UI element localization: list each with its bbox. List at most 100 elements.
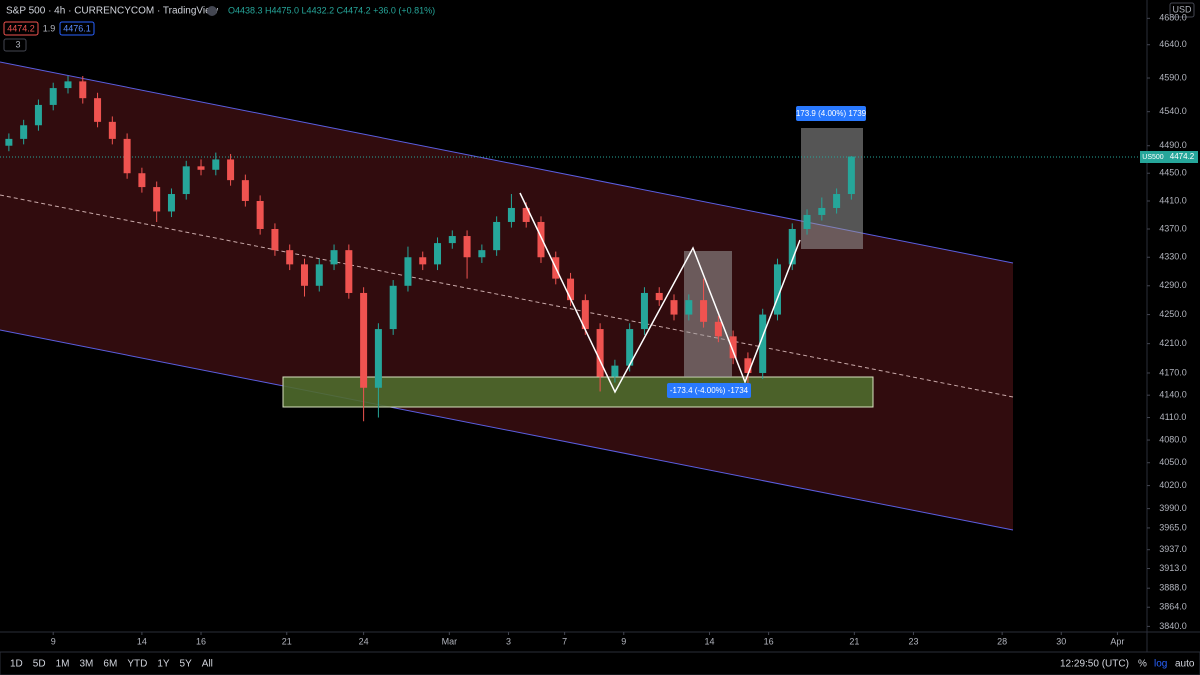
- candle-body: [493, 221, 501, 251]
- candle-body: [847, 156, 855, 195]
- y-tick-label: 3840.0: [1159, 621, 1187, 631]
- candle-body: [49, 88, 57, 105]
- x-tick-label: 23: [908, 636, 918, 646]
- percent-toggle[interactable]: %: [1138, 659, 1147, 670]
- candle-body: [34, 104, 42, 126]
- candle-body: [818, 207, 826, 215]
- candle-body: [271, 228, 279, 251]
- y-tick-label: 4640.0: [1159, 39, 1187, 49]
- range-button[interactable]: 1D: [10, 659, 23, 670]
- candle-body: [714, 321, 722, 337]
- candle-body: [138, 173, 146, 188]
- ohlc: O4438.3 H4475.0 L4432.2 C4474.2 +36.0 (+…: [228, 5, 435, 15]
- y-tick-label: 4410.0: [1159, 195, 1187, 205]
- candle-body: [581, 300, 589, 330]
- y-tick-label: 3990.0: [1159, 503, 1187, 513]
- candle-body: [227, 159, 235, 181]
- support-zone: [282, 376, 874, 408]
- bid-box[interactable]: [3, 21, 39, 36]
- currency-box[interactable]: [1169, 2, 1195, 18]
- log-toggle[interactable]: log: [1154, 659, 1167, 670]
- candle-body: [537, 221, 545, 258]
- x-tick-label: 30: [1056, 636, 1066, 646]
- y-tick-label: 4450.0: [1159, 168, 1187, 178]
- candle-body: [197, 166, 205, 170]
- candle-body: [182, 166, 190, 195]
- range-button[interactable]: All: [202, 659, 213, 670]
- y-tick-label: 4680.0: [1159, 13, 1187, 23]
- candle-body: [108, 121, 116, 139]
- candle-body: [123, 138, 131, 174]
- candle-body: [241, 180, 249, 201]
- candle-body: [419, 257, 427, 265]
- y-tick-label: 4540.0: [1159, 106, 1187, 116]
- x-tick-label: 9: [51, 636, 56, 646]
- range-button[interactable]: 5Y: [180, 659, 193, 670]
- range-button[interactable]: YTD: [127, 659, 147, 670]
- last-price: 4474.2: [1170, 152, 1195, 161]
- symbol-box: [1140, 151, 1166, 163]
- candle-body: [167, 194, 175, 212]
- candle-body: [360, 292, 368, 388]
- x-tick-label: 7: [562, 636, 567, 646]
- candle-body: [833, 194, 841, 208]
- candle-body: [434, 243, 442, 265]
- candle-body: [5, 138, 13, 146]
- symbol-label: US500: [1142, 154, 1164, 161]
- clock: 12:29:50 (UTC): [1060, 659, 1129, 670]
- candle-body: [507, 207, 515, 222]
- y-tick-label: 4370.0: [1159, 223, 1187, 233]
- last-price-box: [1166, 151, 1198, 163]
- range-button[interactable]: 1M: [56, 659, 70, 670]
- channel-fill: [0, 62, 1013, 530]
- ask[interactable]: 4476.1: [63, 23, 91, 33]
- ask-box[interactable]: [59, 21, 95, 36]
- y-tick-label: 3937.0: [1159, 544, 1187, 554]
- y-tick-label: 4050.0: [1159, 457, 1187, 467]
- indicator-count[interactable]: 3: [15, 39, 20, 49]
- candle-body: [79, 81, 87, 99]
- range-button[interactable]: 6M: [103, 659, 117, 670]
- candle-body: [404, 257, 412, 286]
- y-tick-label: 3864.0: [1159, 602, 1187, 612]
- range-button[interactable]: 5D: [33, 659, 46, 670]
- x-tick-label: Apr: [1110, 636, 1124, 646]
- candle-body: [345, 250, 353, 293]
- y-tick-label: 4140.0: [1159, 390, 1187, 400]
- y-tick-label: 3888.0: [1159, 583, 1187, 593]
- candle-body: [522, 207, 530, 222]
- candle-body: [94, 98, 102, 122]
- candle-body: [611, 365, 619, 377]
- y-tick-label: 4250.0: [1159, 309, 1187, 319]
- auto-toggle[interactable]: auto: [1175, 659, 1195, 670]
- candle-body: [788, 228, 796, 265]
- candle-body: [448, 236, 456, 244]
- measure-label: 173.9 (4.00%) 1739: [796, 109, 867, 118]
- candle-body: [463, 236, 471, 258]
- w-pattern: [519, 192, 801, 394]
- candle-body: [803, 214, 811, 229]
- y-tick-label: 4590.0: [1159, 72, 1187, 82]
- symbol-title[interactable]: S&P 500 · 4h · CURRENCYCOM · TradingView: [6, 6, 219, 17]
- measure-label-box: [667, 383, 751, 398]
- candle-body: [744, 358, 752, 373]
- candle-body: [315, 264, 323, 286]
- y-tick-label: 4110.0: [1160, 412, 1187, 422]
- currency[interactable]: USD: [1172, 4, 1192, 14]
- indicators-toggle[interactable]: [3, 38, 27, 52]
- candle-body: [286, 250, 294, 265]
- y-tick-label: 4080.0: [1159, 434, 1187, 444]
- candle-body: [153, 187, 161, 212]
- candle-body: [478, 250, 486, 258]
- x-tick-label: 9: [621, 636, 626, 646]
- range-button[interactable]: 1Y: [157, 659, 170, 670]
- candle-body: [20, 125, 28, 139]
- candle-body: [773, 264, 781, 315]
- candle-body: [256, 200, 264, 229]
- range-button[interactable]: 3M: [80, 659, 94, 670]
- x-tick-label: Mar: [442, 636, 458, 646]
- x-tick-label: 14: [137, 636, 147, 646]
- candle-body: [330, 250, 338, 265]
- bid[interactable]: 4474.2: [7, 23, 35, 33]
- candle-body: [670, 300, 678, 315]
